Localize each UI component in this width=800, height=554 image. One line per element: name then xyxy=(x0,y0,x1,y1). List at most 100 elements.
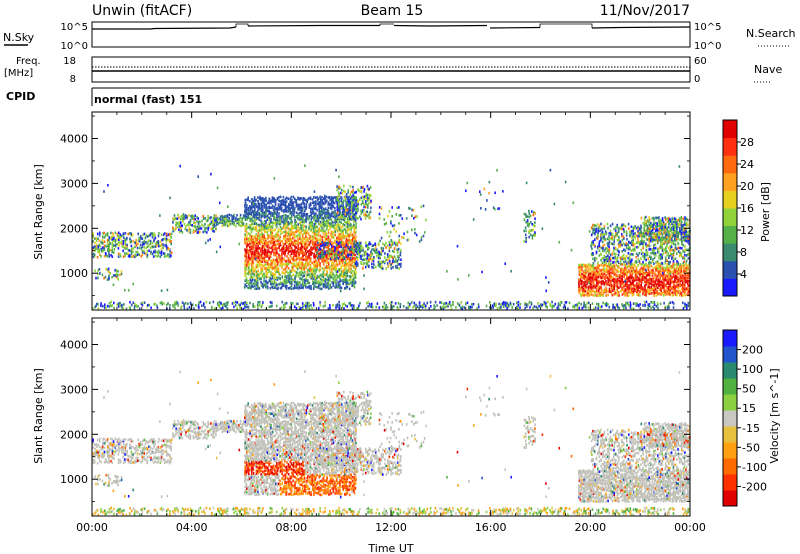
power-cell xyxy=(338,197,341,201)
power-cell xyxy=(256,263,259,267)
power-cell xyxy=(330,273,333,276)
power-cell xyxy=(342,279,344,282)
power-cell xyxy=(295,242,297,246)
power-cell xyxy=(583,270,585,273)
power-cell xyxy=(347,225,349,229)
power-cell xyxy=(318,214,320,217)
power-cell xyxy=(633,227,636,230)
power-cell xyxy=(618,294,620,297)
power-cell xyxy=(350,281,352,284)
power-cell xyxy=(194,221,197,225)
power-cell xyxy=(653,294,655,297)
power-cell xyxy=(292,252,295,255)
power-cell xyxy=(313,235,315,238)
power-cell xyxy=(336,255,338,258)
power-cell xyxy=(286,247,288,250)
power-cell xyxy=(249,226,251,229)
power-cell xyxy=(189,231,192,234)
power-cell xyxy=(671,294,674,297)
power-cell xyxy=(156,255,159,258)
power-cell xyxy=(356,257,359,261)
power-cell xyxy=(644,289,646,292)
power-cell xyxy=(349,245,352,249)
power-cell xyxy=(627,264,630,267)
power-cell xyxy=(369,257,372,260)
power-cell xyxy=(263,203,266,206)
power-cell xyxy=(642,263,644,266)
power-cell xyxy=(291,204,293,208)
power-cell xyxy=(339,224,341,227)
power-cell xyxy=(323,224,325,228)
power-cell xyxy=(153,238,155,241)
power-cell xyxy=(332,215,335,218)
power-cell xyxy=(322,270,325,274)
power-cell xyxy=(318,260,320,263)
power-cell xyxy=(605,270,608,274)
power-cell xyxy=(591,247,593,251)
power-cell xyxy=(657,286,659,289)
power-cell xyxy=(607,264,609,268)
power-cell xyxy=(249,240,251,243)
power-cell xyxy=(122,255,125,259)
power-cell xyxy=(628,284,630,287)
power-cell xyxy=(260,270,262,274)
power-cell xyxy=(142,233,144,237)
power-cell xyxy=(338,237,341,241)
power-cell xyxy=(338,226,341,230)
power-cell xyxy=(238,218,240,221)
power-cell xyxy=(226,219,229,222)
power-cell xyxy=(334,274,336,277)
power-cell xyxy=(281,209,283,213)
power-cell xyxy=(146,235,149,238)
power-cell xyxy=(581,265,583,269)
power-cell xyxy=(270,214,272,218)
power-cell xyxy=(613,242,615,246)
power-cell xyxy=(592,253,594,256)
power-cell xyxy=(679,263,682,266)
power-cell xyxy=(271,276,274,280)
power-cell xyxy=(297,282,299,286)
power-cell xyxy=(340,238,343,241)
power-cell xyxy=(103,231,105,235)
power-cell xyxy=(626,237,628,241)
power-cell xyxy=(393,260,396,263)
power-cell xyxy=(671,280,673,283)
power-cell xyxy=(631,274,633,278)
power-cell xyxy=(321,222,323,226)
power-cell xyxy=(141,241,144,244)
power-cell xyxy=(384,256,386,259)
power-cell xyxy=(353,195,356,198)
power-cell xyxy=(281,282,283,285)
power-cell xyxy=(206,231,208,234)
power-cell xyxy=(273,197,275,200)
power-cell xyxy=(622,227,625,231)
power-cell xyxy=(256,210,259,213)
power-cell xyxy=(304,247,306,250)
power-cell xyxy=(271,272,274,275)
power-cell xyxy=(682,266,685,269)
power-cell xyxy=(290,256,293,259)
power-cell xyxy=(289,278,291,282)
power-cell xyxy=(170,242,172,246)
power-cell xyxy=(355,213,357,216)
power-cell xyxy=(323,246,325,249)
power-cell xyxy=(367,187,369,191)
power-cell xyxy=(590,287,593,290)
power-cell xyxy=(287,266,290,270)
power-cell xyxy=(179,217,182,221)
power-cell xyxy=(278,283,280,286)
power-cell xyxy=(578,270,581,274)
power-cell xyxy=(319,250,322,254)
power-cell xyxy=(629,266,632,269)
power-cell xyxy=(379,252,381,255)
power-cell xyxy=(371,244,374,248)
power-cell xyxy=(102,232,104,235)
power-cell xyxy=(669,270,671,273)
power-cell xyxy=(362,263,364,267)
power-cell xyxy=(108,250,110,254)
power-cell xyxy=(157,251,159,254)
power-cell xyxy=(348,268,351,272)
power-cell xyxy=(280,258,283,262)
power-cell xyxy=(290,233,293,236)
power-cell xyxy=(292,207,294,211)
